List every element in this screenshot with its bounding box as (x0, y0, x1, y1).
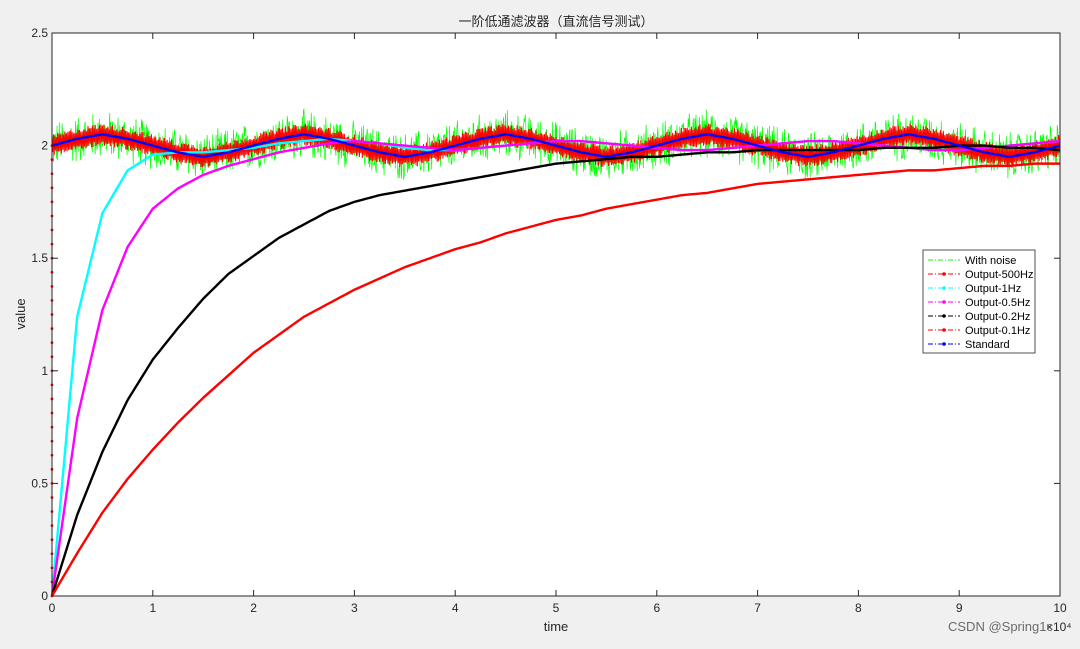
x-tick-label: 1 (149, 601, 156, 615)
y-tick-label: 2 (41, 139, 48, 153)
legend-label: Standard (965, 339, 1010, 351)
series-layer (50, 108, 1061, 598)
series-line-3 (50, 139, 1061, 597)
x-axis-title: time (544, 619, 569, 634)
series-line-5 (50, 162, 1060, 597)
x-tick-label: 6 (653, 601, 660, 615)
legend-label: Output-0.5Hz (965, 297, 1030, 309)
legend-label: Output-0.1Hz (965, 325, 1030, 337)
legend-marker (942, 342, 946, 346)
legend-marker (942, 300, 946, 304)
x-tick-label: 10 (1053, 601, 1067, 615)
y-tick-label: 2.5 (31, 26, 48, 40)
series-line-4 (50, 144, 1061, 597)
chart-title: 一阶低通滤波器（直流信号测试） (458, 14, 653, 29)
y-axis-title: value (13, 298, 28, 329)
plot-area (52, 33, 1060, 596)
y-tick-label: 0.5 (31, 476, 48, 490)
x-exponent-label: ×10⁴ (1046, 620, 1072, 634)
x-tick-label: 2 (250, 601, 257, 615)
axis-ticks: 0 1 2 3 4 5 6 7 8 9 10 0 0.5 1 1.5 2 2.5 (31, 26, 1067, 615)
legend-label: Output-500Hz (965, 269, 1033, 281)
legend-marker (942, 314, 946, 318)
legend-label: Output-0.2Hz (965, 311, 1030, 323)
legend-marker (942, 328, 946, 332)
x-tick-label: 5 (553, 601, 560, 615)
x-tick-label: 0 (49, 601, 56, 615)
watermark: CSDN @Spring1c (948, 619, 1053, 634)
y-tick-label: 1.5 (31, 251, 48, 265)
x-tick-label: 3 (351, 601, 358, 615)
x-tick-label: 8 (855, 601, 862, 615)
series-line-6 (51, 133, 1061, 159)
x-tick-label: 4 (452, 601, 459, 615)
y-tick-label: 0 (41, 589, 48, 603)
legend: With noise Output-500Hz Output-1Hz Output-0… (922, 249, 1036, 354)
series-line-1 (51, 123, 1061, 168)
x-tick-label: 9 (956, 601, 963, 615)
x-tick-label: 7 (754, 601, 761, 615)
legend-label: Output-1Hz (965, 283, 1021, 295)
y-tick-label: 1 (41, 364, 48, 378)
legend-marker (942, 272, 946, 276)
legend-label: With noise (965, 255, 1016, 267)
legend-marker (942, 286, 946, 290)
